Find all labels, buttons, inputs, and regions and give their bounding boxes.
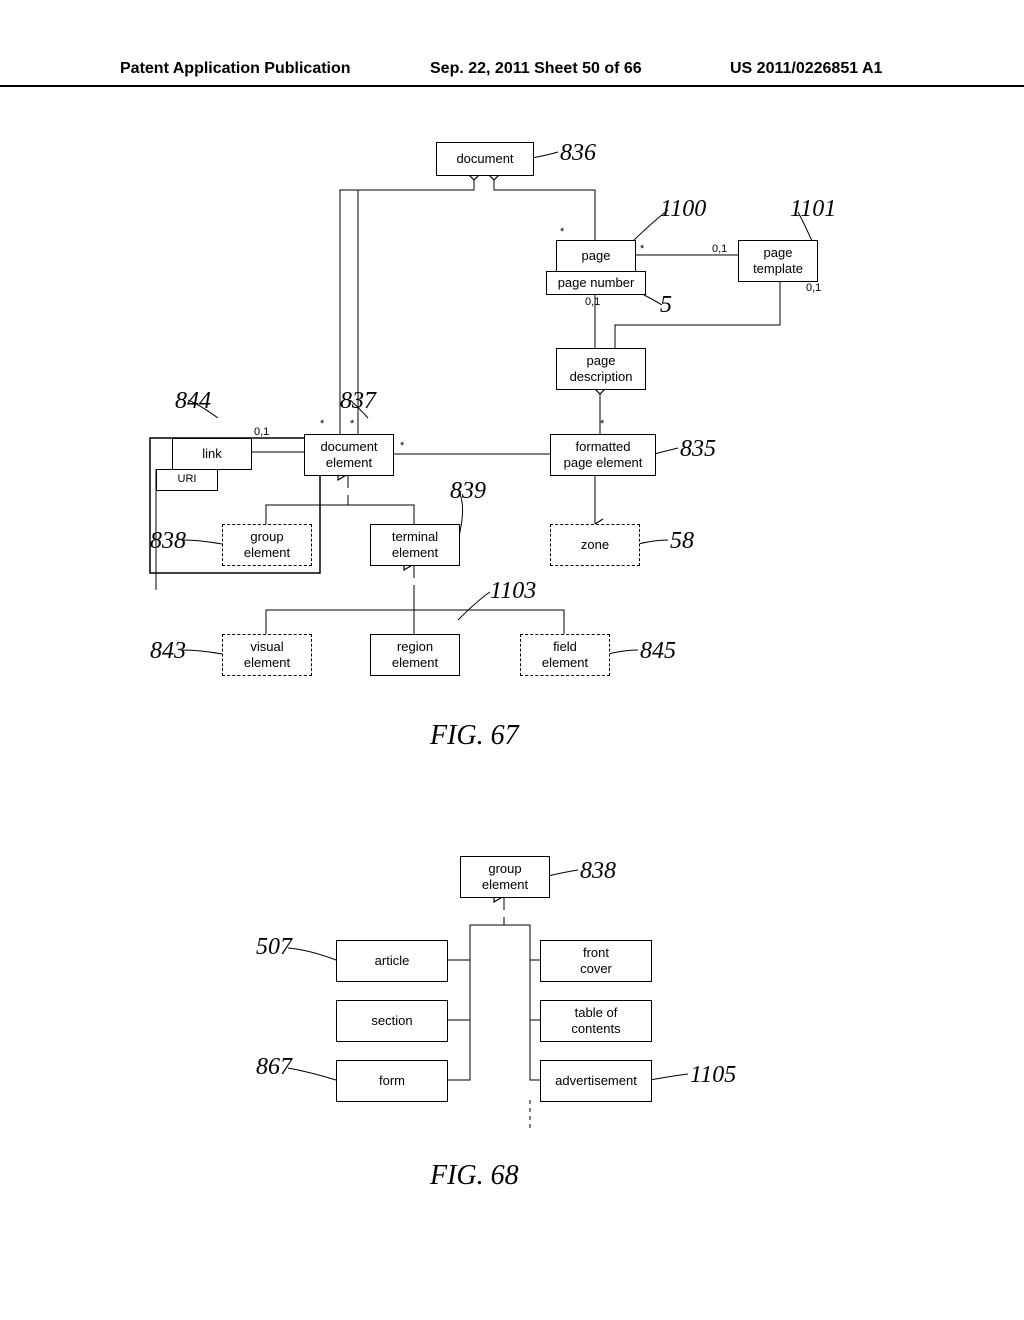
- ref-1100: 1100: [660, 196, 706, 223]
- node-label: groupelement: [478, 859, 532, 894]
- ref-845: 845: [640, 638, 676, 665]
- ref-837: 837: [340, 388, 376, 415]
- fig67-label: FIG. 67: [430, 720, 519, 752]
- node-label: page: [578, 246, 615, 266]
- node-page-template: pagetemplate: [738, 240, 818, 282]
- node-formatted-page-element: formattedpage element: [550, 434, 656, 476]
- mult: *: [320, 418, 324, 430]
- node-label: page number: [554, 273, 639, 293]
- node-label: table ofcontents: [567, 1003, 624, 1038]
- node-section: section: [336, 1000, 448, 1042]
- mult: *: [350, 418, 354, 430]
- ref-58: 58: [670, 528, 694, 555]
- node-page: page: [556, 240, 636, 272]
- node-label: groupelement: [240, 527, 294, 562]
- node-link: link: [172, 438, 252, 470]
- node-label: URI: [174, 471, 201, 488]
- node-label: link: [198, 444, 226, 464]
- node-terminal-element: terminalelement: [370, 524, 460, 566]
- node-front-cover: frontcover: [540, 940, 652, 982]
- node-visual-element: visualelement: [222, 634, 312, 676]
- node-label: advertisement: [551, 1071, 641, 1091]
- fig68-label: FIG. 68: [430, 1160, 519, 1192]
- node-group-element: groupelement: [222, 524, 312, 566]
- mult: *: [600, 418, 604, 430]
- ref-1103: 1103: [490, 578, 536, 605]
- ref-867: 867: [256, 1054, 292, 1081]
- node-page-number: page number: [546, 271, 646, 295]
- node-label: document: [452, 149, 517, 169]
- ref-5: 5: [660, 292, 672, 319]
- node-document: document: [436, 142, 534, 176]
- ref-839: 839: [450, 478, 486, 505]
- node-label: frontcover: [576, 943, 616, 978]
- patent-page: Patent Application Publication Sep. 22, …: [0, 0, 1024, 1320]
- node-label: formattedpage element: [560, 437, 647, 472]
- node-form: form: [336, 1060, 448, 1102]
- ref-1101: 1101: [790, 196, 836, 223]
- header-right: US 2011/0226851 A1: [730, 60, 882, 78]
- node-label: zone: [577, 535, 613, 555]
- header-center: Sep. 22, 2011 Sheet 50 of 66: [430, 60, 642, 78]
- mult: *: [400, 440, 404, 452]
- mult: 0,1: [254, 426, 269, 438]
- node-advertisement: advertisement: [540, 1060, 652, 1102]
- mult: 0,1: [712, 243, 727, 255]
- node-label: regionelement: [388, 637, 442, 672]
- node-zone: zone: [550, 524, 640, 566]
- node-label: pagetemplate: [749, 243, 807, 278]
- node-label: pagedescription: [566, 351, 637, 386]
- node-toc: table ofcontents: [540, 1000, 652, 1042]
- header-left: Patent Application Publication: [120, 60, 351, 78]
- ref-843: 843: [150, 638, 186, 665]
- header-rule: [0, 85, 1024, 87]
- node-label: fieldelement: [538, 637, 592, 672]
- node-label: section: [367, 1011, 416, 1031]
- mult: *: [640, 243, 644, 255]
- node-page-description: pagedescription: [556, 348, 646, 390]
- node-group-element-2: groupelement: [460, 856, 550, 898]
- ref-1105: 1105: [690, 1062, 736, 1089]
- mult: 0,1: [806, 282, 821, 294]
- ref-844: 844: [175, 388, 211, 415]
- node-label: article: [371, 951, 414, 971]
- node-label: form: [375, 1071, 409, 1091]
- ref-838: 838: [150, 528, 186, 555]
- node-document-element: documentelement: [304, 434, 394, 476]
- node-label: documentelement: [316, 437, 381, 472]
- ref-836: 836: [560, 140, 596, 167]
- node-uri: URI: [156, 469, 218, 491]
- mult: *: [560, 226, 564, 238]
- node-label: terminalelement: [388, 527, 442, 562]
- ref-507: 507: [256, 934, 292, 961]
- node-label: visualelement: [240, 637, 294, 672]
- node-region-element: regionelement: [370, 634, 460, 676]
- mult: 0,1: [585, 296, 600, 308]
- ref-838b: 838: [580, 858, 616, 885]
- ref-835: 835: [680, 436, 716, 463]
- node-field-element: fieldelement: [520, 634, 610, 676]
- node-article: article: [336, 940, 448, 982]
